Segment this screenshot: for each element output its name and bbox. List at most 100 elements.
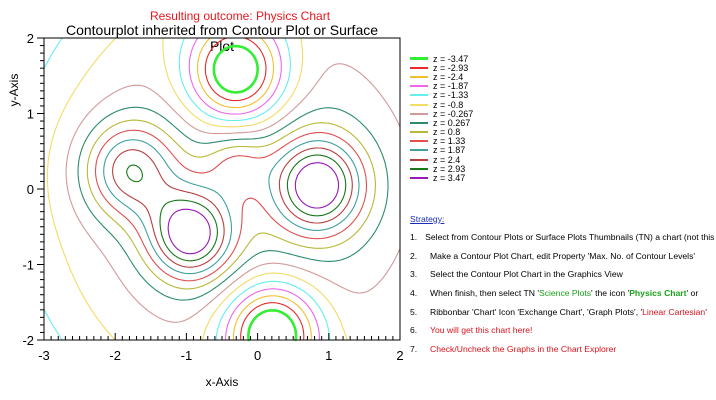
legend: z = -3.47 z = -2.93 z = -2.4 z = -1.87 z = -… xyxy=(410,54,473,183)
step-number: 6. xyxy=(410,325,418,336)
y-tick-label: 2 xyxy=(27,31,34,46)
y-tick-label: -1 xyxy=(22,258,34,273)
contour-level-8 xyxy=(86,119,376,290)
step-text: Make a Contour Plot Chart, edit Property… xyxy=(430,251,695,261)
legend-swatch xyxy=(410,167,428,170)
legend-item[interactable]: z = 1.87 xyxy=(410,145,473,156)
step-text-part: Make a Contour Plot Chart, edit Property… xyxy=(430,250,696,261)
legend-item[interactable]: z = 2.4 xyxy=(410,154,473,165)
step-number: 1. xyxy=(410,232,418,242)
chart-supertitle: Resulting outcome: Physics Chart xyxy=(149,9,331,23)
contour-level-11 xyxy=(112,147,353,268)
legend-label: z = -2.93 xyxy=(433,62,469,73)
legend-swatch xyxy=(410,85,428,88)
contour-level-13 xyxy=(167,162,340,255)
strategy-step: 2. Make a Contour Plot Chart, edit Proper… xyxy=(410,251,710,270)
step-text: You will get this chart here! xyxy=(430,325,532,335)
x-tick-label: -1 xyxy=(181,348,193,363)
step-text-part: Science Plots xyxy=(538,288,592,299)
legend-label: z = -2.4 xyxy=(433,71,464,82)
strategy-step: 6. You will get this chart here! xyxy=(410,325,710,344)
legend-swatch xyxy=(410,112,428,115)
legend-item[interactable]: z = -2.93 xyxy=(410,62,473,73)
legend-label: z = 0.8 xyxy=(433,127,461,138)
x-tick-label: 0 xyxy=(254,348,261,363)
step-number: 3. xyxy=(410,269,418,280)
step-text: Select the Contour Plot Chart in the Gra… xyxy=(430,269,623,279)
legend-label: z = 1.87 xyxy=(433,145,466,156)
contour-lines xyxy=(43,37,401,342)
x-axis-label: x-Axis xyxy=(206,375,239,389)
contour-level-0 xyxy=(212,44,298,342)
legend-swatch xyxy=(410,140,428,143)
y-axis-label: y-Axis xyxy=(7,74,21,107)
contour-level-3 xyxy=(188,37,321,341)
step-text-part: ' xyxy=(705,306,707,317)
strategy-heading: Strategy: xyxy=(410,214,445,224)
legend-label: z = -1.87 xyxy=(433,81,469,92)
x-tick-label: -2 xyxy=(109,348,121,363)
legend-label: z = 2.93 xyxy=(433,163,466,174)
legend-item[interactable]: z = 1.33 xyxy=(410,136,473,146)
legend-label: z = 0.267 xyxy=(433,117,471,128)
strategy-panel: Strategy: 1. Select from Contour Plots or… xyxy=(410,214,716,363)
strategy-steps: 1. Select from Contour Plots or Surface P… xyxy=(410,232,716,363)
chart-title: Contourplot inherited from Contour Plot … xyxy=(65,22,379,54)
step-text-part: Check/Uncheck the Graphs in the Chart Ex… xyxy=(430,344,617,355)
legend-swatch xyxy=(410,94,428,97)
legend-swatch xyxy=(410,131,428,134)
legend-swatch xyxy=(410,149,428,152)
legend-item[interactable]: z = 0.267 xyxy=(410,117,473,128)
contour-level-5 xyxy=(46,37,401,341)
legend-item[interactable]: z = -0.8 xyxy=(410,99,473,110)
legend-swatch xyxy=(410,66,428,69)
x-tick-label: -3 xyxy=(38,348,50,363)
legend-item[interactable]: z = -3.47 xyxy=(410,53,473,64)
step-number: 4. xyxy=(410,288,418,299)
legend-label: z = -1.33 xyxy=(433,90,469,101)
step-text-part: Select from Contour Plots or Surface Plo… xyxy=(425,232,716,242)
step-text-part: Select the Contour Plot Chart in the Gra… xyxy=(430,269,623,280)
y-tick-label: 0 xyxy=(27,182,34,197)
strategy-step: 1. Select from Contour Plots or Surface P… xyxy=(410,232,716,251)
step-text-part: Ribbonbar 'Chart' Icon 'Exchange Chart',… xyxy=(430,306,643,317)
step-number: 7. xyxy=(410,344,418,355)
legend-swatch xyxy=(410,121,428,124)
step-text-part: Linear Cartesian xyxy=(642,306,706,317)
step-text-part: Physics Chart xyxy=(629,288,687,299)
legend-label: z = 2.4 xyxy=(433,154,461,165)
legend-swatch xyxy=(410,103,428,106)
contour-level-1 xyxy=(204,37,305,341)
legend-label: z = -0.8 xyxy=(433,99,464,110)
strategy-step: 7. Check/Uncheck the Graphs in the Chart … xyxy=(410,344,710,363)
strategy-step: 3. Select the Contour Plot Chart in the G… xyxy=(410,269,710,288)
strategy-step: 5. Ribbonbar 'Chart' Icon 'Exchange Chart… xyxy=(410,307,710,326)
legend-label: z = -3.47 xyxy=(433,53,469,64)
axes: -3 -2 -1 0 1 2 -2 -1 0 1 2 xyxy=(22,31,403,363)
contour-level-9 xyxy=(94,129,368,282)
x-tick-label: 1 xyxy=(325,348,332,363)
contour-level-4 xyxy=(43,37,331,341)
step-text: When finish, then select TN 'Science Plo… xyxy=(430,288,698,298)
legend-item[interactable]: z = 2.93 xyxy=(410,163,473,174)
legend-item[interactable]: z = -0.267 xyxy=(410,108,474,119)
legend-item[interactable]: z = -2.4 xyxy=(410,71,473,82)
step-number: 2. xyxy=(410,250,418,261)
strategy-step: 4. When finish, then select TN 'Science P… xyxy=(410,288,710,307)
contour-level-2 xyxy=(196,37,312,341)
step-text-part: ' or xyxy=(686,288,699,299)
legend-swatch xyxy=(410,177,428,180)
y-tick-label: 1 xyxy=(27,107,34,122)
legend-swatch xyxy=(410,75,428,78)
legend-item[interactable]: z = -1.33 xyxy=(410,90,473,101)
step-text: Ribbonbar 'Chart' Icon 'Exchange Chart',… xyxy=(430,307,707,317)
legend-label: z = 3.47 xyxy=(433,173,466,184)
legend-item[interactable]: z = 0.8 xyxy=(410,127,473,138)
legend-item[interactable]: z = -1.87 xyxy=(410,81,473,92)
legend-label: z = -0.267 xyxy=(433,108,474,119)
contour-level-6 xyxy=(65,63,401,323)
step-number: 5. xyxy=(410,306,418,317)
step-text-part: When finish, then select TN ' xyxy=(430,288,539,299)
legend-item[interactable]: z = 3.47 xyxy=(410,173,473,184)
